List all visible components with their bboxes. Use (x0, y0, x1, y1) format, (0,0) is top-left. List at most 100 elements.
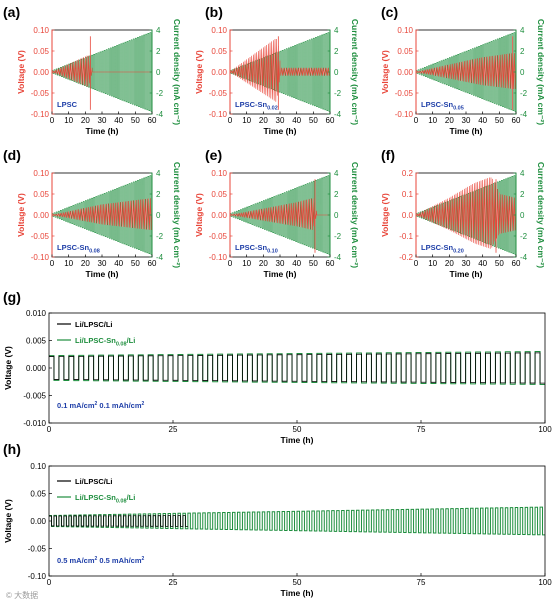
y-tick-label-right: -2 (520, 89, 528, 98)
x-tick-label: 20 (81, 116, 90, 125)
panel-letter: (h) (3, 441, 21, 457)
x-tick-label: 30 (462, 259, 471, 268)
x-tick-label: 30 (98, 116, 107, 125)
y-tick-label-right: -2 (156, 89, 164, 98)
y-axis-label: Voltage (V) (3, 346, 13, 390)
y-axis-label-left: Voltage (V) (194, 50, 204, 94)
y-tick-label: 0.05 (30, 490, 46, 499)
x-tick-label: 100 (538, 578, 552, 587)
sample-annotation: LPSC-Sn0.05 (421, 100, 464, 112)
y-tick-label-right: 2 (334, 190, 339, 199)
y-tick-label-right: 2 (334, 47, 339, 56)
y-tick-label-left: 0.00 (397, 68, 413, 77)
y-tick-label-left: -0.10 (31, 253, 50, 262)
voltage-series-li-lpsc-li (49, 352, 545, 384)
x-tick-label: 50 (131, 259, 140, 268)
x-tick-label: 10 (428, 259, 437, 268)
y-tick-label-right: 4 (520, 26, 525, 35)
x-tick-label: 0 (414, 259, 419, 268)
y-tick-label: 0.000 (26, 364, 47, 373)
x-tick-label: 0 (50, 259, 55, 268)
voltage-series (415, 177, 517, 249)
y-tick-label: 0.010 (26, 309, 47, 318)
x-tick-label: 0 (47, 578, 52, 587)
y-tick-label-right: -4 (156, 110, 164, 119)
voltage-series (229, 38, 331, 102)
x-tick-label: 50 (495, 116, 504, 125)
y-axis-label-left: Voltage (V) (380, 193, 390, 237)
x-tick-label: 20 (81, 259, 90, 268)
x-tick-label: 40 (478, 116, 487, 125)
y-tick-label-right: -2 (334, 232, 342, 241)
x-tick-label: 20 (259, 116, 268, 125)
y-tick-label-right: 2 (520, 190, 525, 199)
x-tick-label: 50 (309, 116, 318, 125)
x-tick-label: 60 (326, 116, 335, 125)
y-tick-label-right: -4 (156, 253, 164, 262)
y-tick-label-right: 2 (156, 47, 161, 56)
x-tick-label: 60 (148, 116, 157, 125)
y-tick-label-left: 0.10 (33, 26, 49, 35)
x-tick-label: 40 (292, 259, 301, 268)
y-tick-label-right: -4 (520, 110, 528, 119)
y-tick-label: -0.005 (23, 392, 46, 401)
x-tick-label: 60 (512, 116, 521, 125)
panel-letter: (d) (3, 147, 21, 163)
panel-letter: (b) (205, 4, 223, 20)
x-tick-label: 20 (445, 116, 454, 125)
y-tick-label-left: -0.10 (209, 253, 228, 262)
y-tick-label: 0.00 (30, 517, 46, 526)
y-tick-label-left: 0.00 (211, 68, 227, 77)
x-tick-label: 25 (169, 578, 178, 587)
y-axis-label-right: Current density (mA cm⁻²) (172, 19, 182, 125)
y-axis-label-left: Voltage (V) (194, 193, 204, 237)
y-tick-label-left: -0.05 (209, 232, 228, 241)
current-density-series (229, 175, 330, 255)
y-tick-label-right: 0 (156, 68, 161, 77)
x-axis-label: Time (h) (281, 435, 314, 445)
x-tick-label: 30 (462, 116, 471, 125)
x-tick-label: 50 (293, 425, 302, 434)
x-axis-label: Time (h) (281, 588, 314, 598)
x-tick-label: 50 (495, 259, 504, 268)
y-tick-label-left: -0.05 (209, 89, 228, 98)
y-tick-label-left: 0.10 (33, 169, 49, 178)
x-axis-label: Time (h) (86, 126, 119, 136)
y-tick-label-right: 0 (334, 68, 339, 77)
current-density-series (229, 32, 330, 112)
y-tick-label-right: 0 (156, 211, 161, 220)
voltage-series (51, 198, 153, 231)
legend-label-green: Li/LPSC-Sn0.08/Li (75, 493, 135, 505)
x-tick-label: 40 (114, 259, 123, 268)
x-tick-label: 60 (148, 259, 157, 268)
panel-letter: (a) (3, 4, 20, 20)
panel-letter: (c) (381, 4, 398, 20)
x-tick-label: 20 (259, 259, 268, 268)
x-axis-label: Time (h) (450, 269, 483, 279)
x-tick-label: 30 (98, 259, 107, 268)
x-tick-label: 0 (228, 116, 233, 125)
y-axis-label: Voltage (V) (3, 499, 13, 543)
y-tick-label: 0.005 (26, 337, 47, 346)
current-density-series (51, 32, 152, 112)
y-tick-label-right: 0 (334, 211, 339, 220)
current-density-series (51, 175, 152, 255)
x-tick-label: 30 (276, 116, 285, 125)
y-tick-label-left: -0.1 (399, 232, 413, 241)
rate-note: 0.1 mA/cm2 0.1 mAh/cm2 (57, 401, 145, 410)
y-axis-label-left: Voltage (V) (16, 193, 26, 237)
y-tick-label-left: 0.05 (33, 190, 49, 199)
y-tick-label-right: -4 (520, 253, 528, 262)
legend-label-green: Li/LPSC-Sn0.08/Li (75, 336, 135, 348)
y-tick-label-left: -0.10 (209, 110, 228, 119)
x-axis-label: Time (h) (264, 126, 297, 136)
x-tick-label: 100 (538, 425, 552, 434)
x-axis-label: Time (h) (86, 269, 119, 279)
x-tick-label: 30 (276, 259, 285, 268)
x-tick-label: 40 (478, 259, 487, 268)
x-tick-label: 10 (64, 259, 73, 268)
